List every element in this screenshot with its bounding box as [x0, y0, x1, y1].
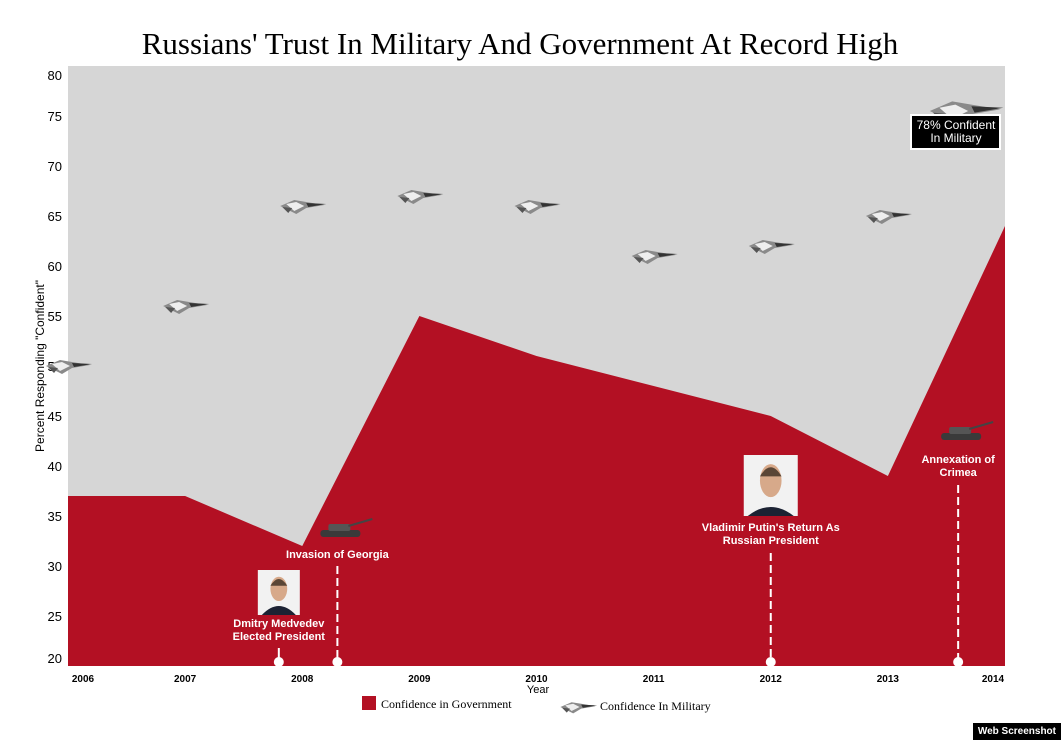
y-tick-label: 35: [48, 509, 62, 524]
x-axis-label: Year: [527, 684, 550, 696]
chart-title: Russians' Trust In Military And Governme…: [141, 26, 899, 61]
y-tick-label: 20: [48, 651, 62, 666]
military-callout-text: In Military: [930, 131, 981, 145]
military-jet-marker: [163, 300, 210, 314]
military-jet-marker: [46, 360, 92, 374]
annotation-label: Dmitry Medvedev: [233, 618, 325, 630]
military-jet-marker: [397, 190, 444, 204]
military-jet-marker: [631, 250, 678, 264]
annotation-label: Elected President: [233, 631, 326, 643]
annotation-label: Invasion of Georgia: [286, 549, 390, 561]
legend-jet-icon: [560, 702, 598, 714]
y-tick-label: 30: [48, 559, 62, 574]
military-callout-text: 78% Confident: [917, 118, 996, 132]
y-tick-label: 70: [48, 159, 62, 174]
y-tick-label: 75: [48, 109, 62, 124]
y-tick-label: 40: [48, 459, 62, 474]
military-jet-marker: [865, 210, 912, 224]
x-tick-label: 2012: [760, 674, 783, 685]
x-tick-label: 2011: [643, 674, 665, 685]
annotation-label: Crimea: [940, 467, 978, 479]
legend-swatch-government: [362, 696, 376, 710]
legend-label-military: Confidence In Military: [600, 699, 711, 713]
annotation-label: Vladimir Putin's Return As: [702, 522, 840, 534]
military-jet-marker: [280, 200, 327, 214]
x-tick-label: 2008: [291, 674, 314, 685]
annotation-dot: [332, 657, 343, 667]
y-tick-label: 45: [48, 409, 62, 424]
annotation-dot: [953, 657, 964, 667]
annotation-dot: [273, 657, 284, 667]
putin-photo: [743, 455, 798, 516]
annotation-dot: [765, 657, 776, 667]
x-tick-label: 2009: [408, 674, 431, 685]
y-tick-label: 65: [48, 209, 62, 224]
y-axis-label: Percent Responding "Confident": [33, 280, 47, 452]
military-jet-marker: [514, 200, 561, 214]
tank-icon: [941, 421, 994, 440]
y-tick-label: 25: [48, 609, 62, 624]
x-tick-label: 2013: [877, 674, 900, 685]
x-tick-label: 2007: [174, 674, 197, 685]
military-callout-box: [910, 114, 1001, 150]
military-jet-marker: [748, 240, 795, 254]
y-tick-label: 60: [48, 259, 62, 274]
x-tick-label: 2010: [525, 674, 548, 685]
medvedev-photo: [257, 570, 300, 615]
y-tick-label: 80: [48, 68, 62, 83]
y-tick-label: 55: [48, 309, 62, 324]
annotation-label: Annexation of: [921, 454, 995, 466]
x-tick-label: 2014: [982, 674, 1005, 685]
x-tick-label: 2006: [72, 674, 95, 685]
annotation-label: Russian President: [723, 535, 819, 547]
legend-label-government: Confidence in Government: [381, 697, 512, 711]
watermark: Web Screenshot: [972, 723, 1061, 740]
tank-icon: [320, 518, 373, 537]
